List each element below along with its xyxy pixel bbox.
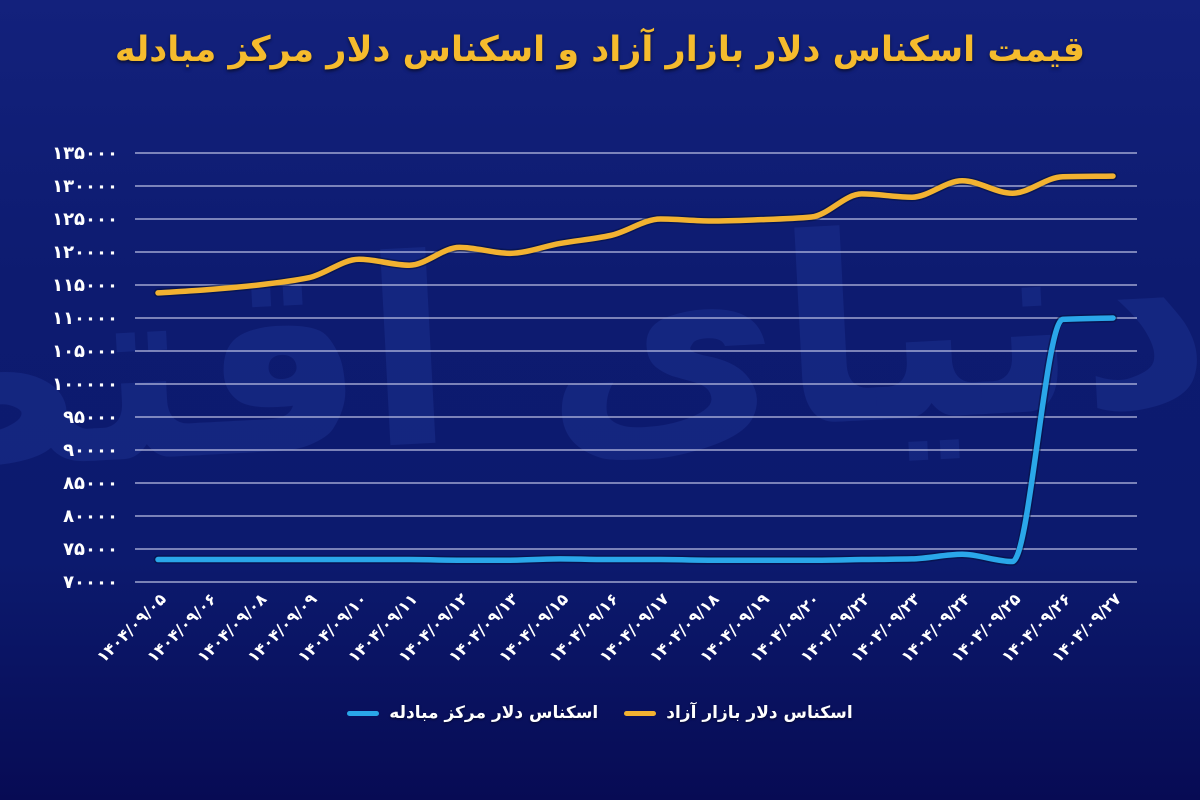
y-tick-label: ۸۵۰۰۰ bbox=[63, 473, 118, 494]
free-market-line-swatch-icon bbox=[624, 710, 657, 716]
legend: اسکناس دلار مرکز مبادله اسکناس دلار بازا… bbox=[0, 703, 1200, 723]
y-tick-label: ۱۰۵۰۰۰ bbox=[52, 341, 118, 362]
y-tick-label: ۱۰۰۰۰۰ bbox=[52, 374, 118, 395]
y-tick-label: ۱۲۵۰۰۰ bbox=[52, 209, 118, 230]
legend-item-exchange-center: اسکناس دلار مرکز مبادله bbox=[347, 703, 598, 723]
free-market-series-line bbox=[155, 173, 1116, 296]
y-tick-label: ۹۵۰۰۰ bbox=[63, 407, 118, 428]
y-tick-label: ۷۰۰۰۰ bbox=[63, 572, 118, 593]
y-tick-label: ۱۱۵۰۰۰ bbox=[52, 275, 118, 296]
exchange-center-line-shadow bbox=[153, 313, 1118, 566]
exchange-center-series-line bbox=[155, 315, 1116, 565]
y-tick-label: ۱۲۰۰۰۰ bbox=[52, 242, 118, 263]
free-market-line-shadow bbox=[153, 171, 1118, 298]
y-tick-label: ۸۰۰۰۰ bbox=[63, 506, 118, 527]
y-tick-label: ۷۵۰۰۰ bbox=[63, 539, 118, 560]
y-tick-label: ۹۰۰۰۰ bbox=[63, 440, 118, 461]
y-tick-label: ۱۳۰۰۰۰ bbox=[52, 176, 118, 197]
legend-label-exchange-center: اسکناس دلار مرکز مبادله bbox=[389, 703, 599, 723]
y-tick-label: ۱۱۰۰۰۰ bbox=[52, 308, 118, 329]
legend-label-free-market: اسکناس دلار بازار آزاد bbox=[666, 703, 853, 723]
exchange-center-line-swatch-icon bbox=[347, 710, 380, 716]
chart-title: قیمت اسکناس دلار بازار آزاد و اسکناس دلا… bbox=[114, 30, 1086, 70]
y-tick-label: ۱۳۵۰۰۰ bbox=[52, 143, 118, 164]
legend-item-free-market: اسکناس دلار بازار آزاد bbox=[624, 703, 853, 723]
